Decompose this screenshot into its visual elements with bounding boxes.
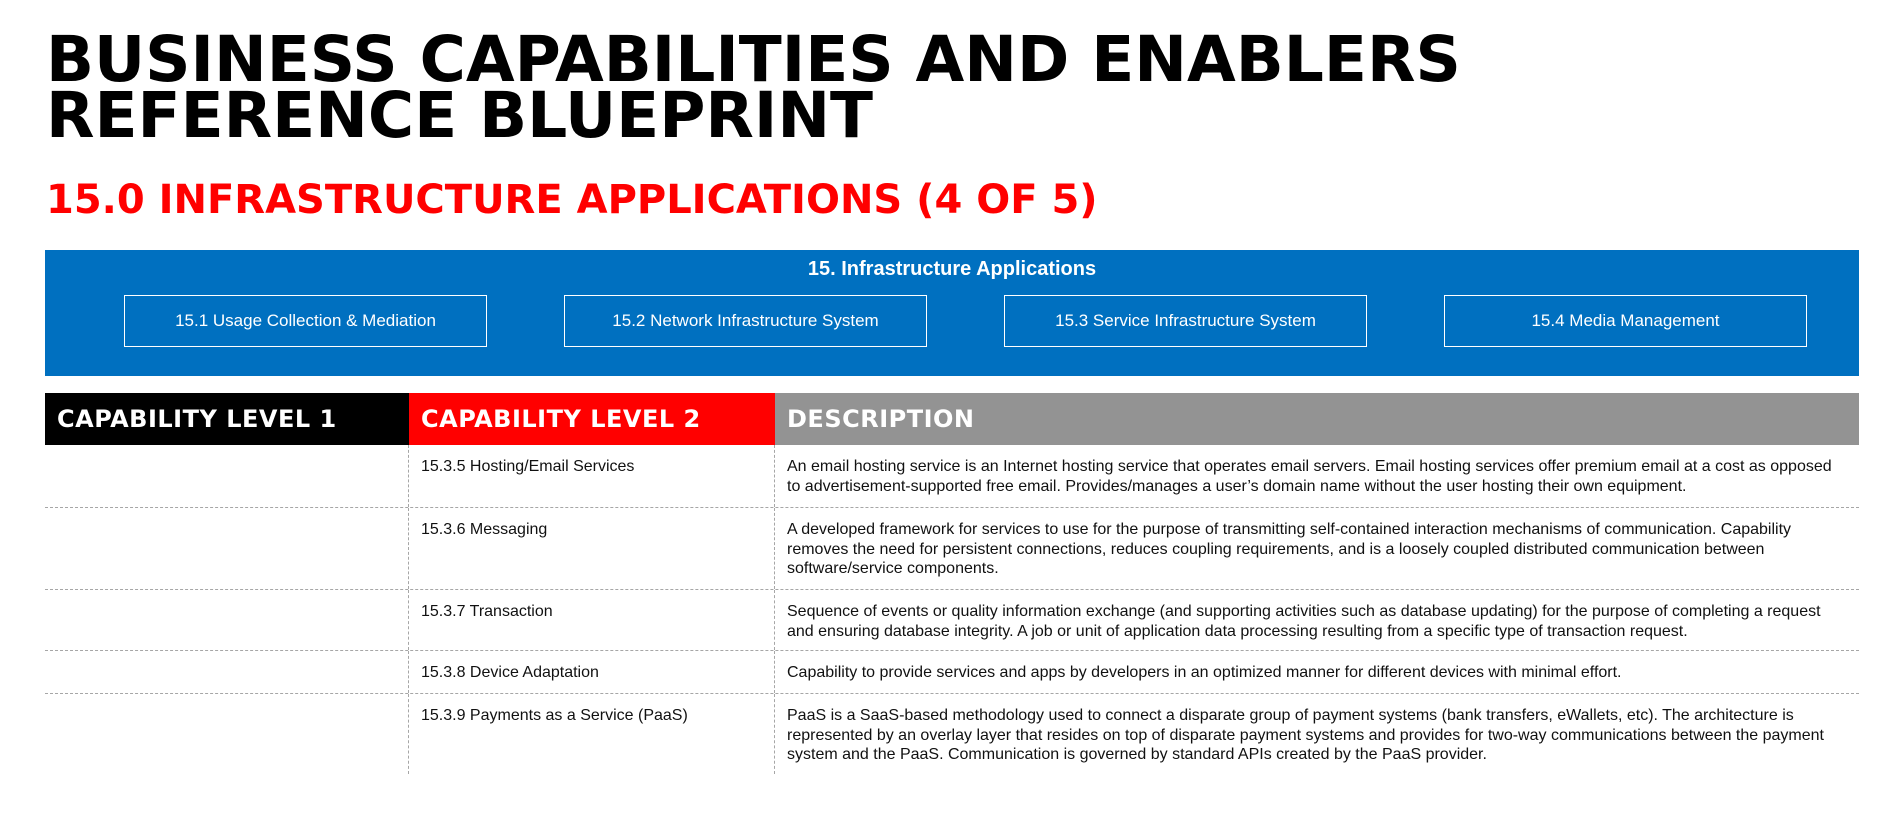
cell-level-2: 15.3.9 Payments as a Service (PaaS) <box>409 694 775 774</box>
table-row: 15.3.9 Payments as a Service (PaaS) PaaS… <box>45 694 1859 774</box>
banner-box-media-management[interactable]: 15.4 Media Management <box>1444 295 1807 347</box>
section-subtitle: 15.0 INFRASTRUCTURE APPLICATIONS (4 OF 5… <box>46 177 1098 223</box>
cell-description: Capability to provide services and apps … <box>787 664 1622 681</box>
table-row: 15.3.6 Messaging A developed framework f… <box>45 508 1859 590</box>
cell-level-2: 15.3.8 Device Adaptation <box>409 651 775 693</box>
table-row: 15.3.5 Hosting/Email Services An email h… <box>45 445 1859 508</box>
cell-level-1 <box>45 590 409 650</box>
header-capability-level-1: CAPABILITY LEVEL 1 <box>45 393 409 445</box>
cell-level-2: 15.3.5 Hosting/Email Services <box>409 445 775 507</box>
cell-level-2: 15.3.7 Transaction <box>409 590 775 650</box>
capability-table: CAPABILITY LEVEL 1 CAPABILITY LEVEL 2 DE… <box>45 393 1859 774</box>
banner-box-usage-collection[interactable]: 15.1 Usage Collection & Mediation <box>124 295 487 347</box>
cell-description: A developed framework for services to us… <box>787 521 1792 577</box>
page-title-line-1: BUSINESS CAPABILITIES AND ENABLERS <box>46 23 1461 96</box>
cell-level-1 <box>45 694 409 774</box>
cell-level-1 <box>45 651 409 693</box>
table-row: 15.3.7 Transaction Sequence of events or… <box>45 590 1859 651</box>
banner-title: 15. Infrastructure Applications <box>807 258 1097 280</box>
cell-description: An email hosting service is an Internet … <box>787 458 1832 495</box>
header-description: DESCRIPTION <box>775 393 1859 445</box>
infrastructure-applications-banner: 15. Infrastructure Applications 15.1 Usa… <box>45 250 1859 376</box>
table-header: CAPABILITY LEVEL 1 CAPABILITY LEVEL 2 DE… <box>45 393 1859 445</box>
banner-box-service-infrastructure[interactable]: 15.3 Service Infrastructure System <box>1004 295 1367 347</box>
page-title-line-2: REFERENCE BLUEPRINT <box>46 79 874 152</box>
cell-level-1 <box>45 508 409 589</box>
cell-description: PaaS is a SaaS-based methodology used to… <box>787 707 1824 763</box>
banner-box-network-infrastructure[interactable]: 15.2 Network Infrastructure System <box>564 295 927 347</box>
cell-level-1 <box>45 445 409 507</box>
cell-description: Sequence of events or quality informatio… <box>787 603 1821 640</box>
header-capability-level-2: CAPABILITY LEVEL 2 <box>409 393 775 445</box>
table-row: 15.3.8 Device Adaptation Capability to p… <box>45 651 1859 694</box>
page-title: BUSINESS CAPABILITIES AND ENABLERS REFER… <box>46 23 1846 152</box>
cell-level-2: 15.3.6 Messaging <box>409 508 775 589</box>
